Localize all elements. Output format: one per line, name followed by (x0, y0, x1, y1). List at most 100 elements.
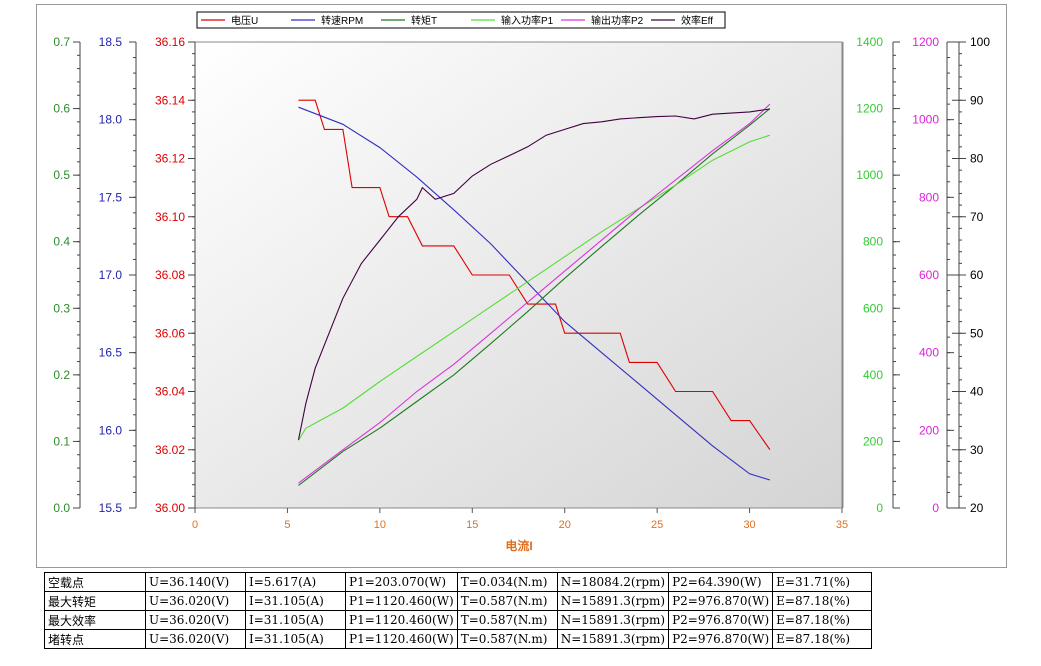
series-line-voltage (298, 99, 771, 451)
legend-label: 输出功率P2 (591, 14, 644, 27)
table-cell: E=31.71(%) (772, 572, 873, 592)
chart-frame: 0 5 10 15 20 25 30 35 0.0 0.1 0.2 0.3 0.4 0.5 0.6 0.7 15… (36, 4, 1007, 568)
table-cell: 堵转点 (44, 629, 146, 649)
eff-tick-label: 70 (970, 210, 984, 224)
series-line-torque (298, 108, 771, 486)
table-cell: T=0.587(N.m) (456, 591, 558, 611)
series-line-eff (297, 108, 770, 440)
rpm-tick-label: 17.0 (99, 268, 123, 282)
table-cell: T=0.034(N.m) (456, 572, 558, 592)
p2-tick-label: 1000 (912, 113, 939, 127)
motor-performance-chart: 0 5 10 15 20 25 30 35 0.0 0.1 0.2 0.3 0.4 0.5 0.6 0.7 15… (53, 11, 990, 553)
eff-tick-label: 90 (970, 93, 984, 107)
table-cell: P1=1120.460(W) (345, 591, 458, 611)
p2-tick-label: 0 (932, 501, 939, 515)
series-line-rpm (298, 106, 771, 481)
table-row: 最大转矩 U=36.020(V) I=31.105(A) P1=1120.460(W)… (44, 591, 873, 611)
torque-tick-label: 0.5 (53, 168, 70, 182)
eff-tick-label: 80 (970, 152, 984, 166)
table-cell: U=36.020(V) (145, 610, 246, 630)
table-cell: T=0.587(N.m) (456, 610, 558, 630)
p1-tick-label: 400 (863, 368, 883, 382)
table-cell: E=87.18(%) (772, 629, 873, 649)
x-axis-label: 电流I (505, 538, 532, 553)
p1-tick-label: 200 (863, 434, 883, 448)
legend: 电压U 转速RPM 转矩T 输入功率P1 输出功率P2 效率Eff (196, 11, 726, 29)
table-cell: P2=976.870(W) (668, 610, 774, 630)
x-tick-label: 0 (192, 519, 198, 531)
voltage-tick-label: 36.00 (155, 501, 185, 515)
p1-tick-label: 0 (876, 501, 883, 515)
table-cell: I=31.105(A) (245, 629, 346, 649)
table-cell: E=87.18(%) (772, 591, 873, 611)
p1-tick-label: 1000 (856, 168, 883, 182)
table-cell: N=15891.3(rpm) (556, 629, 670, 649)
torque-tick-label: 0.2 (53, 368, 70, 382)
torque-tick-label: 0.3 (53, 301, 70, 315)
voltage-tick-label: 36.02 (155, 443, 185, 457)
legend-box (196, 11, 726, 29)
x-tick-label: 15 (466, 519, 478, 531)
plot-area (194, 41, 843, 509)
table-cell: 最大转矩 (44, 591, 146, 611)
legend-label: 效率Eff (681, 14, 713, 27)
p2-tick-label: 600 (919, 268, 939, 282)
table-cell: N=18084.2(rpm) (556, 572, 670, 592)
eff-tick-label: 100 (970, 35, 990, 49)
p2-tick-label: 1200 (912, 35, 939, 49)
rpm-tick-label: 17.5 (99, 190, 123, 204)
legend-label: 输入功率P1 (501, 14, 554, 27)
p1-tick-label: 1200 (856, 102, 883, 116)
table-cell: U=36.020(V) (145, 591, 246, 611)
voltage-tick-label: 36.14 (155, 93, 185, 107)
table-cell: I=31.105(A) (245, 591, 346, 611)
table-cell: P2=976.870(W) (668, 591, 774, 611)
x-tick-label: 25 (651, 519, 663, 531)
voltage-tick-label: 36.08 (155, 268, 185, 282)
torque-tick-label: 0.1 (53, 434, 70, 448)
voltage-tick-label: 36.06 (155, 326, 185, 340)
table-cell: U=36.140(V) (145, 572, 246, 592)
table-cell: P2=976.870(W) (668, 629, 774, 649)
eff-tick-label: 20 (970, 501, 984, 515)
table-cell: U=36.020(V) (145, 629, 246, 649)
table-cell: E=87.18(%) (772, 610, 873, 630)
rpm-tick-label: 15.5 (99, 501, 123, 515)
table-row: 堵转点 U=36.020(V) I=31.105(A) P1=1120.460(W) T… (44, 629, 873, 649)
rpm-tick-label: 16.5 (99, 346, 123, 360)
voltage-tick-label: 36.04 (155, 385, 185, 399)
results-table: 空载点 U=36.140(V) I=5.617(A) P1=203.070(W) T=0… (44, 572, 873, 649)
eff-tick-label: 50 (970, 326, 984, 340)
voltage-tick-label: 36.16 (155, 35, 185, 49)
torque-tick-label: 0.0 (53, 501, 70, 515)
series-line-p2 (298, 103, 771, 484)
p2-tick-label: 200 (919, 423, 939, 437)
eff-tick-label: 40 (970, 385, 984, 399)
table-cell: I=5.617(A) (245, 572, 346, 592)
torque-tick-label: 0.4 (53, 235, 70, 249)
p1-tick-label: 1400 (856, 35, 883, 49)
p1-tick-label: 800 (863, 235, 883, 249)
rpm-tick-label: 16.0 (99, 423, 123, 437)
eff-tick-label: 30 (970, 443, 984, 457)
p1-tick-label: 600 (863, 301, 883, 315)
table-cell: P1=1120.460(W) (345, 629, 458, 649)
x-tick-label: 30 (743, 519, 755, 531)
p2-tick-label: 400 (919, 346, 939, 360)
table-cell: N=15891.3(rpm) (556, 610, 670, 630)
table-cell: I=31.105(A) (245, 610, 346, 630)
legend-label: 电压U (231, 14, 258, 27)
table-row: 最大效率 U=36.020(V) I=31.105(A) P1=1120.460(W)… (44, 610, 873, 630)
table-cell: P1=1120.460(W) (345, 610, 458, 630)
voltage-tick-label: 36.12 (155, 152, 185, 166)
series-line-p1 (298, 134, 771, 441)
x-tick-label: 5 (284, 519, 290, 531)
table-cell: P2=64.390(W) (668, 572, 774, 592)
table-cell: N=15891.3(rpm) (556, 591, 670, 611)
torque-tick-label: 0.6 (53, 102, 70, 116)
rpm-tick-label: 18.5 (99, 35, 123, 49)
table-cell: 最大效率 (44, 610, 146, 630)
table-row: 空载点 U=36.140(V) I=5.617(A) P1=203.070(W) T=0… (44, 572, 873, 592)
eff-tick-label: 60 (970, 268, 984, 282)
x-tick-label: 10 (374, 519, 386, 531)
